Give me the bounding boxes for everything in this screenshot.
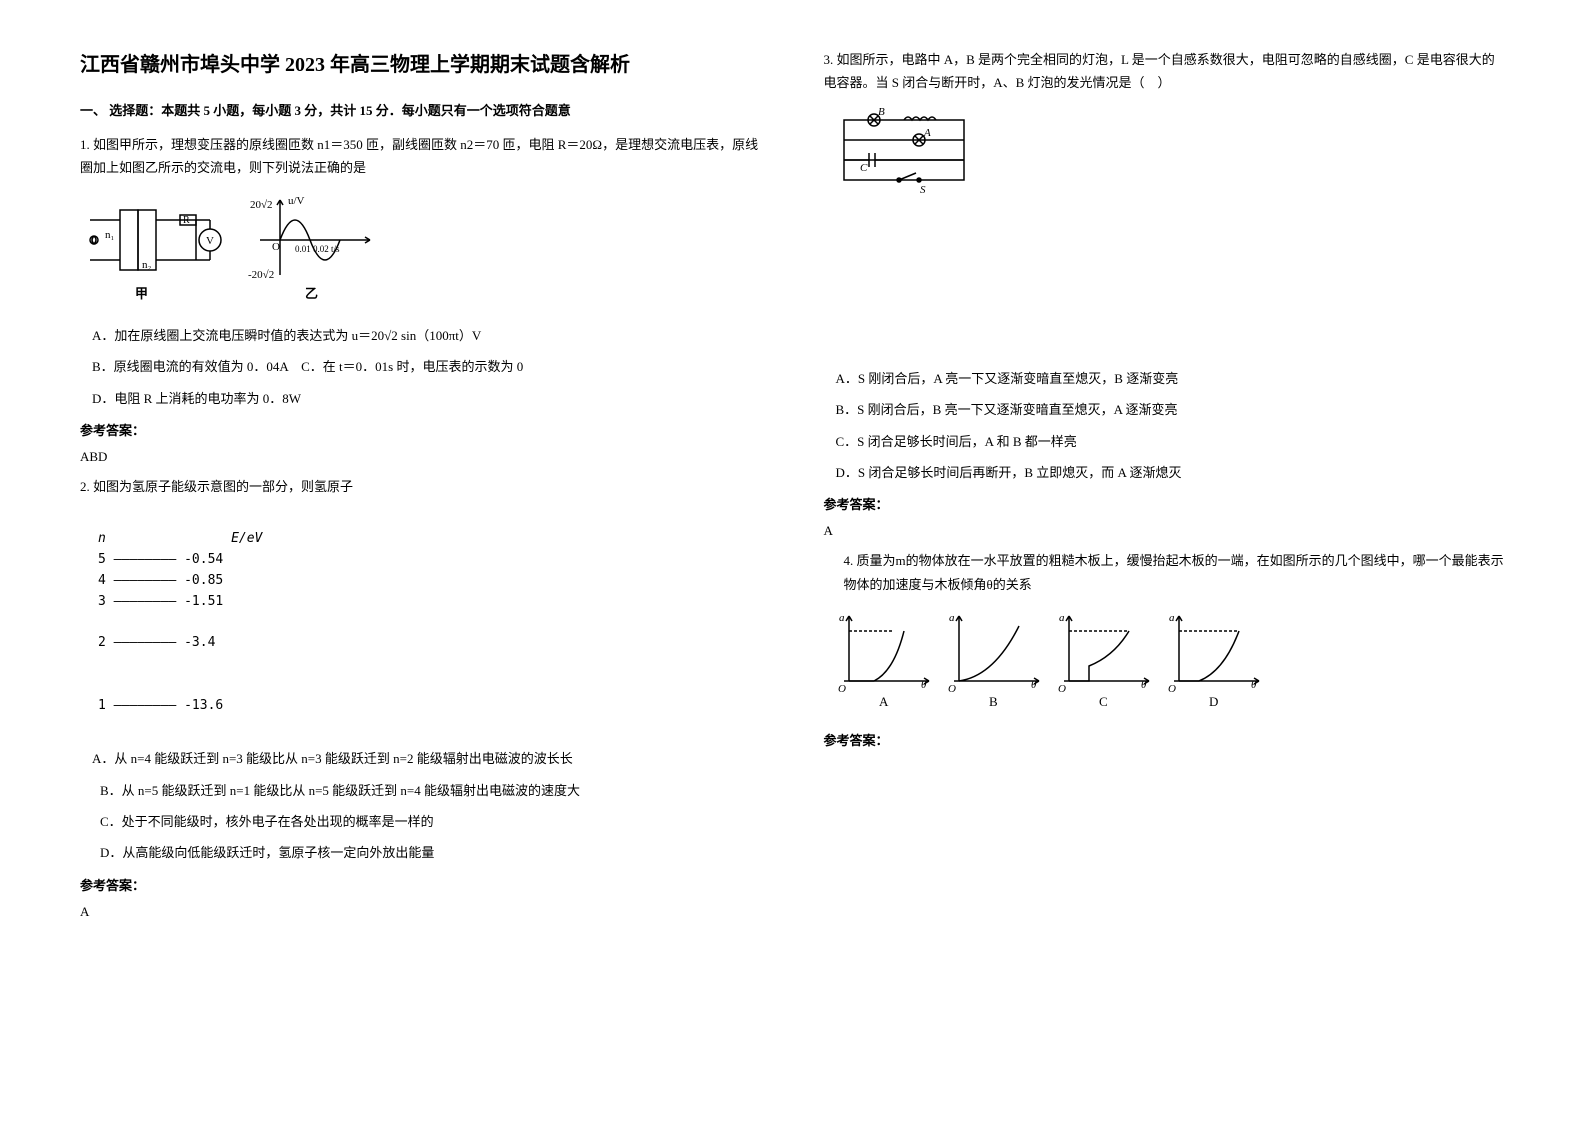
q1-figure: n₁ n₂ R V 甲 20√2 u/V -20√2 O 0.01 0.02 t… xyxy=(80,190,764,314)
q1-answer-label: 参考答案： xyxy=(80,420,764,439)
q2-level-3-E: -1.51 xyxy=(184,594,223,609)
q1-option-d: D．电阻 R 上消耗的电功率为 0．8W xyxy=(92,387,764,410)
sqrt2-icon: √2 xyxy=(384,328,398,343)
q4-O-3: O xyxy=(1058,683,1066,695)
exam-title: 江西省赣州市埠头中学 2023 年高三物理上学期期末试题含解析 xyxy=(80,50,764,80)
left-column: 江西省赣州市埠头中学 2023 年高三物理上学期期末试题含解析 一、 选择题：本… xyxy=(80,40,764,930)
q4-stem: 4. 质量为m的物体放在一水平放置的粗糙木板上，缓慢抬起木板的一端，在如图所示的… xyxy=(844,549,1508,596)
q2-level-3-n: 3 xyxy=(98,594,106,609)
q2-option-d: D．从高能级向低能级跃迁时，氢原子核一定向外放出能量 xyxy=(100,841,764,864)
q2-level-4-E: -0.85 xyxy=(184,573,223,588)
q4-theta-4: θ xyxy=(1251,679,1257,691)
q3-option-a: A．S 刚闭合后，A 亮一下又逐渐变暗直至熄灭，B 逐渐变亮 xyxy=(836,367,1508,390)
q1-optA-pre: A．加在原线圈上交流电压瞬时值的表达式为 u＝20 xyxy=(92,328,384,343)
q3-fig-B: B xyxy=(878,106,885,118)
q2-level-5-E: -0.54 xyxy=(184,552,223,567)
q1-optA-post: sin（100πt）V xyxy=(398,328,482,343)
q3-fig-C: C xyxy=(860,162,868,174)
q2-header-n: n xyxy=(98,531,106,546)
q1-fig-V: V xyxy=(206,235,214,247)
q2-option-a: A．从 n=4 能级跃迁到 n=3 能级比从 n=3 能级跃迁到 n=2 能级辐… xyxy=(92,747,764,770)
q4-label-D: D xyxy=(1209,694,1218,709)
spacer xyxy=(824,219,1508,359)
q3-fig-A: A xyxy=(923,127,931,139)
q2-level-2-E: -3.4 xyxy=(184,635,215,650)
q1-fig-n2: n₂ xyxy=(142,259,152,271)
q4-theta-1: θ xyxy=(921,679,927,691)
q2-option-b: B．从 n=5 能级跃迁到 n=1 能级比从 n=5 能级跃迁到 n=4 能级辐… xyxy=(100,779,764,802)
q4-label-B: B xyxy=(989,694,998,709)
q2-energy-levels: n E/eV 5 ———————— -0.54 4 ———————— -0.85… xyxy=(80,508,764,737)
right-column: 3. 如图所示，电路中 A，B 是两个完全相同的灯泡，L 是一个自感系数很大，电… xyxy=(824,40,1508,930)
q4-a-label-4: a xyxy=(1169,612,1175,624)
q4-a-label-3: a xyxy=(1059,612,1065,624)
q2-level-2-n: 2 xyxy=(98,635,106,650)
q1-fig-right-label: 乙 xyxy=(305,286,318,301)
q2-level-1-E: -13.6 xyxy=(184,698,223,713)
q4-O-2: O xyxy=(948,683,956,695)
q4-theta-2: θ xyxy=(1031,679,1037,691)
q1-fig-yunit: u/V xyxy=(288,195,305,207)
q1-stem: 1. 如图甲所示，理想变压器的原线圈匝数 n1＝350 匝，副线圈匝数 n2＝7… xyxy=(80,133,764,180)
q4-theta-3: θ xyxy=(1141,679,1147,691)
q1-option-b: B．原线圈电流的有效值为 0．04A C．在 t＝0．01s 时，电压表的示数为… xyxy=(92,355,764,378)
q2-answer: A xyxy=(80,904,764,920)
q1-fig-n1: n₁ xyxy=(105,229,115,241)
q3-option-d: D．S 闭合足够长时间后再断开，B 立即熄灭，而 A 逐渐熄灭 xyxy=(836,461,1508,484)
q1-optB-text: B．原线圈电流的有效值为 0．04A xyxy=(92,359,288,374)
q4-a-label-2: a xyxy=(949,612,955,624)
q3-fig-S: S xyxy=(920,184,926,196)
q1-fig-ybot: -20√2 xyxy=(248,269,274,281)
q3-circuit-figure: B A C S xyxy=(824,105,1508,209)
q1-answer: ABD xyxy=(80,449,764,465)
q1-option-a: A．加在原线圈上交流电压瞬时值的表达式为 u＝20√2 sin（100πt）V xyxy=(92,324,764,347)
q2-header-E: E/eV xyxy=(231,531,262,546)
q2-level-4-n: 4 xyxy=(98,573,106,588)
q4-graphs: a a a a O O O O θ θ θ θ A B C D xyxy=(824,606,1508,720)
q1-fig-xticks: 0.01 0.02 t/s xyxy=(295,244,340,254)
q1-fig-left-label: 甲 xyxy=(135,286,148,301)
q2-option-c: C．处于不同能级时，核外电子在各处出现的概率是一样的 xyxy=(100,810,764,833)
q4-label-C: C xyxy=(1099,694,1108,709)
q4-answer-label: 参考答案： xyxy=(824,730,1508,749)
q3-answer-label: 参考答案： xyxy=(824,494,1508,513)
q4-label-A: A xyxy=(879,694,889,709)
q3-option-b: B．S 刚闭合后，B 亮一下又逐渐变暗直至熄灭，A 逐渐变亮 xyxy=(836,398,1508,421)
q1-optC-text: C．在 t＝0．01s 时，电压表的示数为 0 xyxy=(301,359,523,374)
q3-answer: A xyxy=(824,523,1508,539)
q2-level-5-n: 5 xyxy=(98,552,106,567)
q2-stem: 2. 如图为氢原子能级示意图的一部分，则氢原子 xyxy=(80,475,764,498)
q4-a-label-1: a xyxy=(839,612,845,624)
section-1-heading: 一、 选择题：本题共 5 小题，每小题 3 分，共计 15 分．每小题只有一个选… xyxy=(80,100,764,119)
q1-fig-ytop: 20√2 xyxy=(250,199,273,211)
q2-answer-label: 参考答案： xyxy=(80,875,764,894)
q2-level-1-n: 1 xyxy=(98,698,106,713)
q4-O-1: O xyxy=(838,683,846,695)
q1-fig-O: O xyxy=(272,241,280,253)
q3-option-c: C．S 闭合足够长时间后，A 和 B 都一样亮 xyxy=(836,430,1508,453)
q4-O-4: O xyxy=(1168,683,1176,695)
q1-fig-R: R xyxy=(183,215,190,226)
q3-stem: 3. 如图所示，电路中 A，B 是两个完全相同的灯泡，L 是一个自感系数很大，电… xyxy=(824,48,1508,95)
